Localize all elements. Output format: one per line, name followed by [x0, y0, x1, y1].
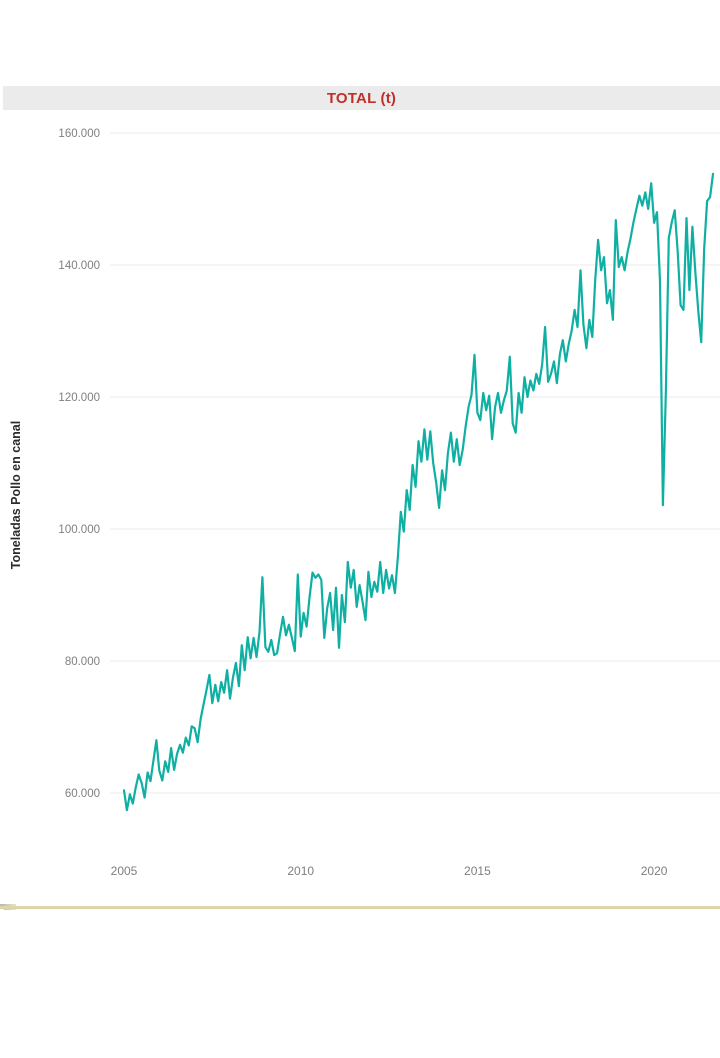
total-series-line[interactable] [122, 172, 715, 812]
gridlines [110, 132, 720, 794]
y-tick-label: 120.000 [58, 392, 100, 404]
x-tick-label: 2020 [641, 864, 668, 878]
y-tick-label: 100.000 [58, 524, 100, 536]
y-tick-label: 140.000 [58, 260, 100, 272]
card-bottom-border [0, 906, 720, 909]
x-axis-tick-labels: 2005 2010 2015 2020 [111, 864, 668, 878]
chart-title-band: TOTAL (t) [3, 86, 720, 110]
y-tick-label: 160.000 [58, 128, 100, 140]
chart-title: TOTAL (t) [326, 89, 397, 107]
y-axis-tick-labels: 160.000 140.000 120.000 100.000 80.000 60.000 [58, 128, 100, 800]
y-tick-label: 80.000 [65, 656, 100, 668]
x-tick-label: 2005 [111, 864, 138, 878]
y-tick-label: 60.000 [65, 788, 100, 800]
x-tick-label: 2015 [464, 864, 491, 878]
x-tick-label: 2010 [287, 864, 314, 878]
